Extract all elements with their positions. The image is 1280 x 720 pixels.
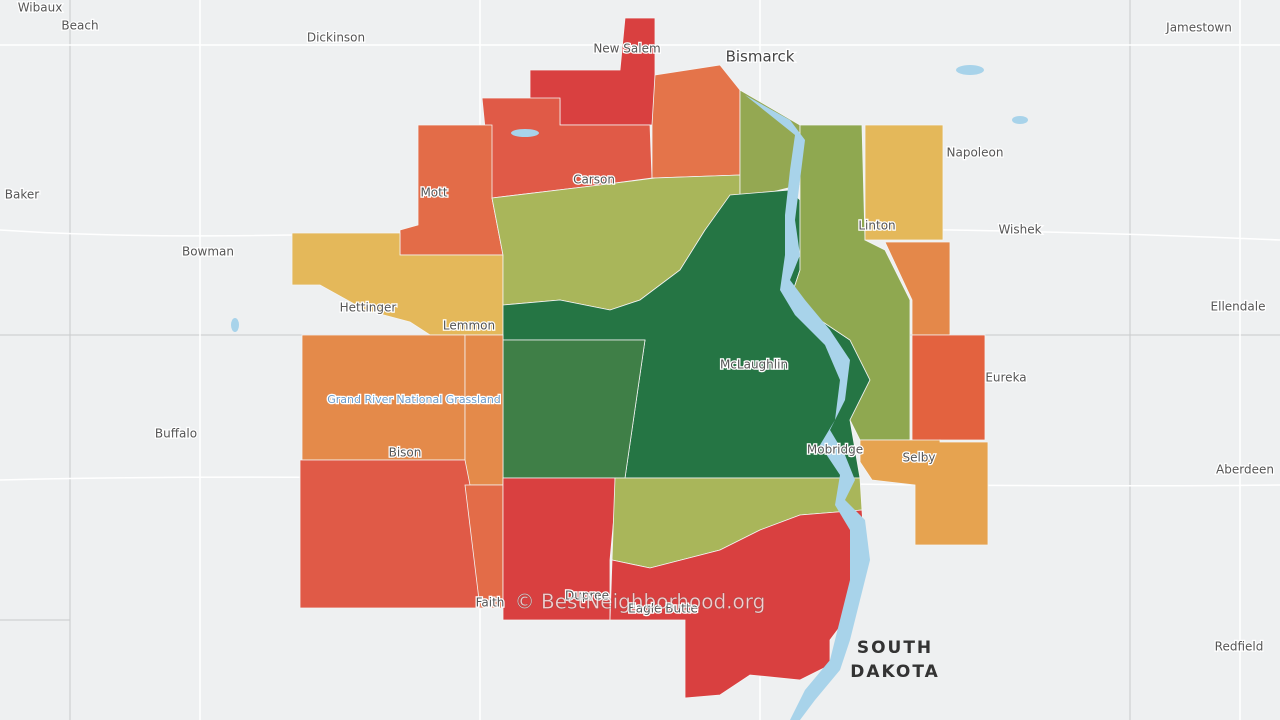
place-label: Jamestown	[1165, 21, 1232, 35]
choropleth-regions	[291, 17, 989, 699]
lake	[1012, 116, 1028, 124]
place-label: Mobridge	[807, 443, 863, 457]
region	[502, 339, 646, 479]
place-label: Hettinger	[340, 301, 397, 315]
region	[859, 439, 989, 546]
place-label: New Salem	[593, 42, 660, 56]
water	[231, 65, 1028, 720]
place-label: Buffalo	[155, 427, 197, 441]
place-label: Dickinson	[307, 31, 365, 45]
place-label: Ellendale	[1211, 300, 1266, 314]
place-label: Bison	[389, 446, 422, 460]
park-label: Grand River National Grassland	[327, 393, 501, 406]
place-label: Mott	[420, 186, 447, 200]
place-label: Redfield	[1215, 640, 1264, 654]
place-label: Bismarck	[726, 48, 795, 66]
place-label: Linton	[858, 219, 895, 233]
labels: Wibaux Beach Dickinson New Salem Bismarc…	[4, 0, 1276, 682]
lake	[511, 129, 539, 137]
place-label: Eagle Butte	[628, 602, 698, 616]
lake	[231, 318, 239, 332]
place-label: Wibaux	[18, 1, 63, 15]
place-label: Bowman	[182, 245, 234, 259]
region	[299, 459, 481, 609]
lake	[956, 65, 984, 75]
region	[399, 124, 504, 256]
place-label: Beach	[61, 19, 98, 33]
place-label: Dupree	[565, 589, 609, 603]
region	[864, 124, 944, 241]
region	[609, 509, 866, 699]
region	[464, 334, 504, 486]
state-label: SOUTH DAKOTA	[850, 638, 940, 682]
place-label: Wishek	[998, 223, 1041, 237]
place-label: Baker	[5, 188, 39, 202]
place-label: McLaughlin	[720, 358, 788, 372]
place-label: Faith	[476, 596, 505, 610]
place-label: Napoleon	[947, 146, 1004, 160]
place-label: Selby	[902, 451, 935, 465]
region	[651, 64, 741, 179]
place-label: Eureka	[985, 371, 1026, 385]
place-label: Aberdeen	[1216, 463, 1274, 477]
place-label: Lemmon	[443, 319, 495, 333]
watermark: © BestNeighborhood.org	[515, 590, 766, 614]
place-label: Carson	[573, 173, 615, 187]
